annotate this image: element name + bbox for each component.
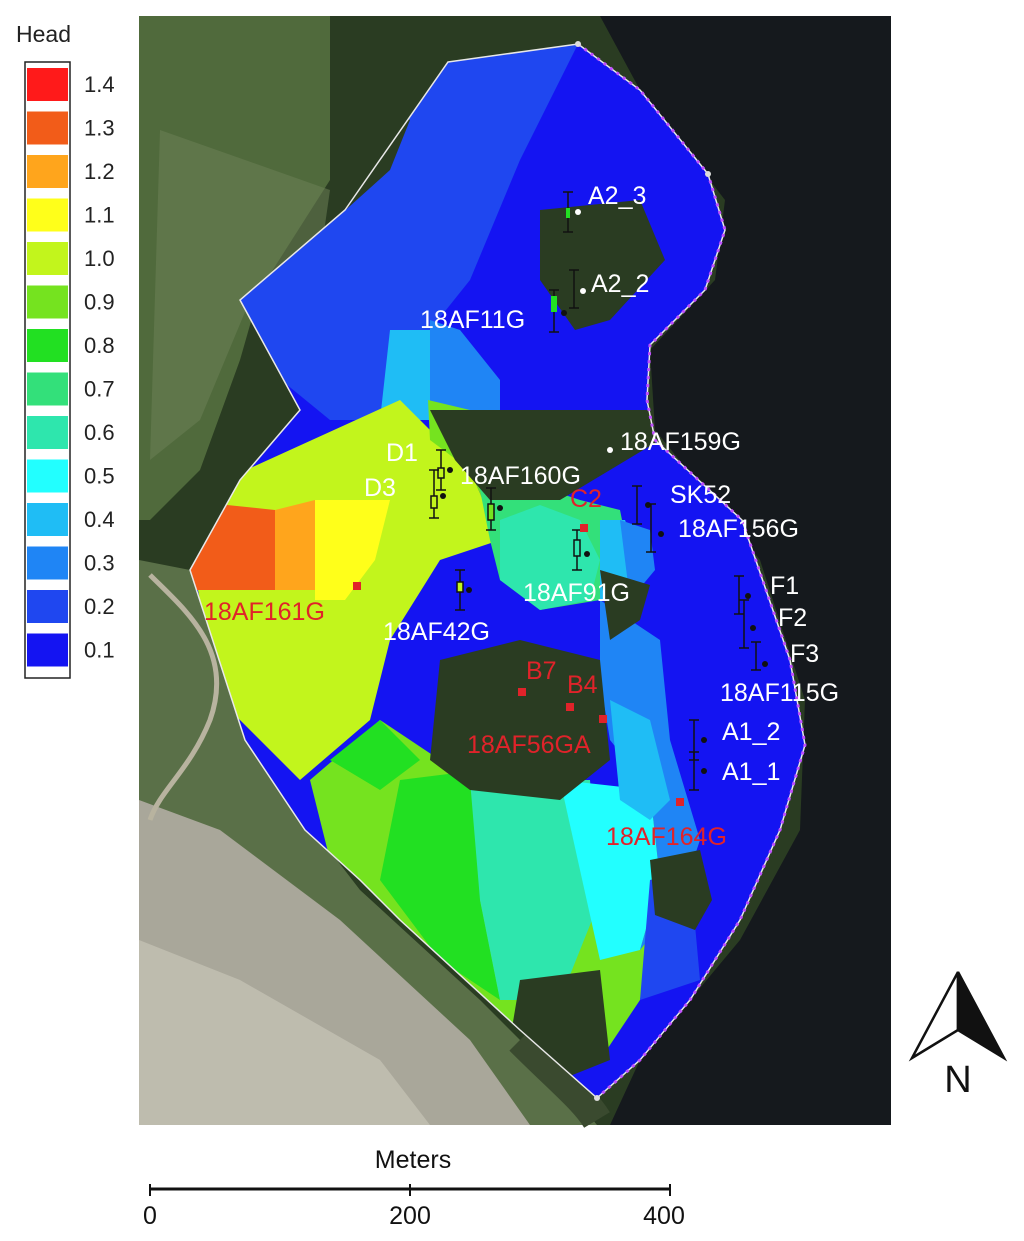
well-marker-a2-3 [563, 191, 581, 233]
red-wells [353, 524, 684, 806]
well-marker-18af156g [646, 503, 664, 553]
legend-swatch [27, 68, 68, 101]
legend: Head 1.4 1.3 1.2 1.1 1.0 0.9 0.8 0.7 0.6 0.5 0.4 0.… [16, 21, 115, 679]
legend-swatch [27, 111, 68, 145]
north-label: N [944, 1059, 971, 1101]
north-arrow-icon: N [908, 971, 1008, 1101]
well-labels-red: C2 18AF161G B7 B4 18AF56GA 18AF164G [204, 485, 727, 851]
well-label: B7 [526, 657, 557, 685]
legend-label: 1.3 [84, 116, 115, 141]
well-label: A1_2 [722, 718, 780, 746]
well-label: F2 [778, 604, 807, 632]
legend-label: 1.1 [84, 203, 115, 228]
legend-swatch [27, 546, 68, 580]
scale-tick: 0 [143, 1202, 157, 1230]
well-label: SK52 [670, 481, 731, 509]
scale-tick: 200 [389, 1202, 431, 1230]
boundary-vertex [594, 1095, 600, 1101]
well-label: 18AF161G [204, 598, 325, 626]
well-marker-c2 [580, 524, 588, 532]
well-marker-b4 [566, 703, 574, 711]
well-label: 18AF115G [720, 679, 839, 707]
well-label: A1_1 [722, 758, 780, 786]
well-marker-18af11g [549, 289, 567, 333]
well-label: 18AF159G [620, 428, 741, 456]
well-marker-18af91g [572, 529, 590, 571]
legend-label: 0.8 [84, 333, 115, 358]
legend-swatch [27, 416, 68, 449]
well-label: D3 [364, 474, 396, 502]
well-label: D1 [386, 439, 418, 467]
well-label: A2_3 [588, 182, 646, 210]
legend-label: 1.4 [84, 72, 115, 97]
well-label: 18AF56GA [467, 731, 591, 759]
well-label: F3 [790, 640, 819, 668]
well-marker-f3 [751, 641, 768, 671]
well-label: 18AF160G [460, 462, 581, 490]
boundary-vertex [705, 171, 711, 177]
model-boundary [189, 43, 806, 1100]
legend-swatch [27, 285, 68, 319]
well-label: 18AF156G [678, 515, 799, 543]
legend-label: 0.3 [84, 551, 115, 576]
well-marker-b7 [518, 688, 526, 696]
observation-wells [429, 191, 768, 791]
legend-frame [24, 61, 71, 679]
legend-label: 0.2 [84, 594, 115, 619]
legend-label: 0.7 [84, 377, 115, 402]
legend-swatch [27, 503, 68, 536]
well-label: F1 [770, 572, 799, 600]
legend-swatches: 1.4 1.3 1.2 1.1 1.0 0.9 0.8 0.7 0.6 0.5 0.4 0.3 0.2 0… [27, 68, 115, 667]
well-label: 18AF42G [383, 618, 490, 646]
well-label: 18AF164G [606, 823, 727, 851]
scale-tick: 400 [643, 1202, 685, 1230]
legend-swatch [27, 459, 68, 493]
legend-swatch [27, 590, 68, 623]
well-marker-18af56ga [599, 715, 607, 723]
boundary-vertex [575, 41, 581, 47]
legend-label: 0.5 [84, 464, 115, 489]
legend-swatch [27, 372, 68, 406]
scale-bar: Meters 0 200 400 [143, 1146, 685, 1230]
well-marker-f1 [734, 575, 751, 615]
well-marker-d1 [436, 449, 453, 491]
legend-swatch [27, 155, 68, 188]
well-marker-18af164g [676, 798, 684, 806]
scale-title: Meters [375, 1146, 451, 1174]
legend-swatch [27, 242, 68, 275]
legend-swatch [27, 633, 68, 667]
legend-label: 0.1 [84, 638, 115, 663]
well-marker-a2-2 [569, 269, 586, 309]
well-marker-d3 [429, 469, 446, 519]
well-marker-f2 [739, 599, 756, 649]
well-labels-white: A2_3 A2_2 18AF11G 18AF159G D1 D3 18AF160… [364, 182, 839, 786]
well-label: 18AF11G [420, 306, 525, 334]
well-marker-18af159g [607, 447, 613, 453]
legend-title: Head [16, 21, 71, 47]
well-marker-18af42g [455, 569, 472, 611]
legend-swatch [27, 198, 68, 232]
legend-label: 1.2 [84, 159, 115, 184]
legend-label: 0.6 [84, 420, 115, 445]
well-marker-a1-1 [689, 751, 707, 791]
well-label: B4 [567, 671, 598, 699]
legend-label: 0.4 [84, 507, 115, 532]
well-label: 18AF91G [523, 579, 630, 607]
well-label: A2_2 [591, 270, 649, 298]
legend-swatch [27, 329, 68, 362]
well-label: C2 [570, 485, 602, 513]
well-marker-18af160g [486, 487, 503, 531]
legend-label: 1.0 [84, 246, 115, 271]
well-marker-18af161g [353, 582, 361, 590]
legend-label: 0.9 [84, 290, 115, 315]
